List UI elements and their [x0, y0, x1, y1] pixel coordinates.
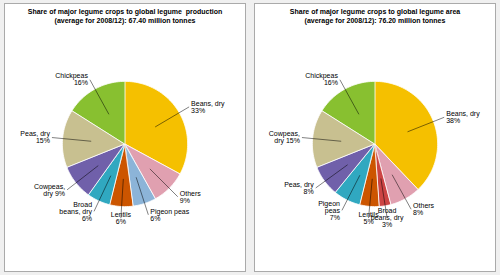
- svg-text:Pigeon peas6%: Pigeon peas6%: [150, 208, 189, 222]
- svg-text:Chickpeas16%: Chickpeas16%: [55, 73, 88, 87]
- svg-text:Broadbeans, dry6%: Broadbeans, dry6%: [59, 201, 92, 222]
- html-text:beans, dry: beans, dry: [370, 213, 404, 221]
- svg-text:Lentils6%: Lentils6%: [111, 211, 132, 225]
- svg-text:Chickpeas16%: Chickpeas16%: [305, 73, 338, 87]
- svg-text:Pigeonpeas7%: Pigeonpeas7%: [318, 200, 340, 221]
- html-text:3%: 3%: [382, 220, 393, 228]
- svg-text:Others9%: Others9%: [180, 190, 202, 204]
- svg-text:Cowpeas,dry 9%: Cowpeas,dry 9%: [34, 183, 65, 198]
- svg-text:Lentils5%: Lentils5%: [358, 211, 379, 225]
- html-text:Share of major legume crops to: Share of major legume crops to global le…: [27, 8, 223, 25]
- svg-text:Beans, dry38%: Beans, dry38%: [446, 110, 480, 124]
- html-text:Broad: Broad: [377, 206, 397, 214]
- svg-text:Others8%: Others8%: [413, 202, 435, 216]
- svg-text:Peas, dry8%: Peas, dry8%: [284, 181, 314, 195]
- svg-text:Cowpeas,dry 15%: Cowpeas,dry 15%: [269, 130, 300, 145]
- svg-text:Beans, dry33%: Beans, dry33%: [191, 100, 225, 114]
- svg-text:Peas, dry15%: Peas, dry15%: [20, 130, 50, 144]
- html-text:Share of major legume crops to: Share of major legume crops to global le…: [289, 8, 461, 25]
